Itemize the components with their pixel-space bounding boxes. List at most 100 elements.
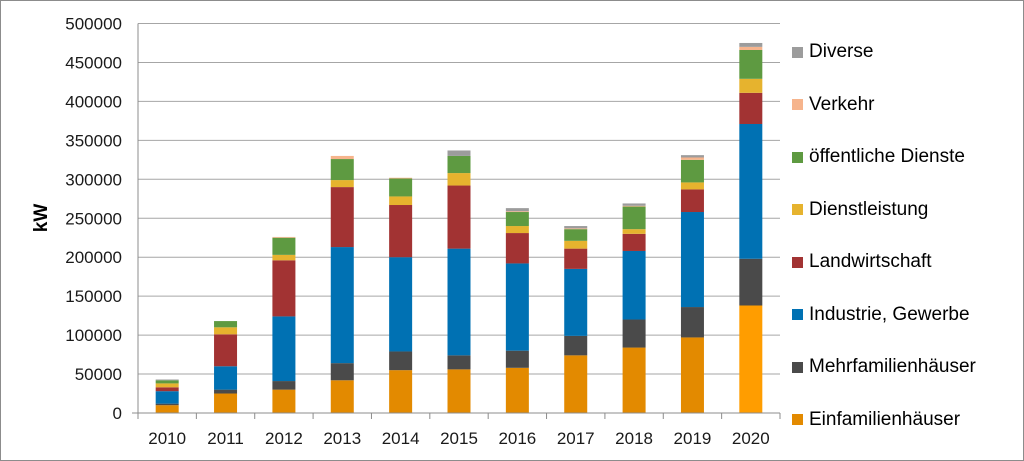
- bar-segment: [680, 159, 704, 183]
- legend-item: Diverse: [792, 26, 976, 79]
- legend-label: Industrie, Gewerbe: [809, 303, 970, 325]
- bar-segment: [447, 248, 471, 356]
- bar-segment: [505, 263, 529, 351]
- y-tick-label: 250000: [65, 209, 122, 228]
- bar-segment: [564, 240, 588, 249]
- bar-segment: [564, 229, 588, 241]
- bar-segment: [564, 226, 588, 229]
- bar-segment: [330, 187, 354, 248]
- bar-segment: [447, 155, 471, 174]
- legend-item: Industrie, Gewerbe: [792, 289, 976, 342]
- legend-label: Landwirtschaft: [809, 251, 932, 273]
- bar-segment: [272, 381, 296, 390]
- x-tick-label: 2016: [498, 429, 536, 448]
- y-tick-label: 450000: [65, 53, 122, 72]
- bar-segment: [214, 389, 238, 394]
- bar-segment: [505, 350, 529, 368]
- bar-segment: [739, 42, 763, 47]
- bar-segment: [214, 327, 238, 335]
- bar-segment: [680, 189, 704, 213]
- legend-swatch-icon: [792, 99, 803, 111]
- bar-segment: [272, 260, 296, 317]
- bar-segment: [622, 319, 646, 348]
- x-tick-label: 2018: [615, 429, 653, 448]
- legend-swatch-icon: [792, 204, 803, 216]
- bar-segment: [622, 233, 646, 251]
- bar-segment: [389, 257, 413, 352]
- x-tick-label: 2019: [674, 429, 712, 448]
- legend-swatch-icon: [792, 361, 803, 373]
- y-tick-label: 200000: [65, 248, 122, 267]
- bar-segment: [214, 334, 238, 367]
- bar-segment: [330, 247, 354, 364]
- bar-segment: [564, 268, 588, 336]
- bar-segment: [330, 159, 354, 181]
- y-tick-label: 300000: [65, 170, 122, 189]
- y-tick-label: 50000: [75, 365, 122, 384]
- bar-segment: [505, 208, 529, 212]
- bar-segment: [564, 355, 588, 413]
- bar-segment: [330, 180, 354, 188]
- legend-label: Mehrfamilienhäuser: [809, 356, 976, 378]
- x-tick-labels: 2010 2011 2012 2013 2014 2015 2016 2017 2018 2019…: [148, 429, 769, 448]
- bar-segment: [155, 405, 179, 413]
- bar-segment: [505, 212, 529, 227]
- bar-segment: [330, 380, 354, 413]
- bar-segment: [389, 177, 413, 179]
- bar-segment: [680, 337, 704, 413]
- legend-swatch-icon: [792, 256, 803, 268]
- legend-item: öffentliche Dienste: [792, 131, 976, 184]
- bar-segment: [389, 370, 413, 413]
- y-tick-label: 150000: [65, 287, 122, 306]
- y-tick-labels: 0 50000 100000 150000 200000 250000 300000 3500…: [65, 15, 122, 424]
- y-tick-label: 100000: [65, 326, 122, 345]
- bar-segment: [447, 355, 471, 370]
- bar-segment: [330, 363, 354, 381]
- bar-segment: [622, 250, 646, 320]
- bar-segment: [155, 387, 179, 392]
- bars: [155, 42, 763, 413]
- legend-label: Einfamilienhäuser: [809, 408, 961, 430]
- bar-segment: [564, 228, 588, 230]
- bar-segment: [680, 182, 704, 190]
- legend-item: Dienstleistung: [792, 184, 976, 237]
- bar-segment: [505, 367, 529, 413]
- bar-segment: [447, 173, 471, 186]
- x-tick-label: 2010: [148, 429, 186, 448]
- bar-segment: [680, 212, 704, 308]
- legend-label: Diverse: [809, 41, 874, 63]
- bar-segment: [739, 258, 763, 306]
- bar-segment: [564, 335, 588, 356]
- bar-segment: [739, 46, 763, 50]
- x-tick-label: 2017: [557, 429, 595, 448]
- bar-segment: [505, 226, 529, 234]
- y-tick-label: 500000: [65, 15, 122, 34]
- bar-segment: [155, 383, 179, 388]
- x-tick-label: 2013: [323, 429, 361, 448]
- bar-segment: [214, 393, 238, 413]
- bar-segment: [389, 196, 413, 206]
- y-tick-label: 0: [113, 404, 122, 423]
- bar-segment: [272, 237, 296, 255]
- bar-segment: [447, 150, 471, 156]
- bar-segment: [505, 233, 529, 264]
- x-tick-label: 2014: [382, 429, 420, 448]
- legend-swatch-icon: [792, 46, 803, 58]
- y-tick-label: 400000: [65, 92, 122, 111]
- x-tick-label: 2015: [440, 429, 478, 448]
- bar-segment: [622, 229, 646, 234]
- bar-segment: [272, 316, 296, 382]
- legend-item: Landwirtschaft: [792, 236, 976, 289]
- bar-segment: [622, 206, 646, 230]
- bar-segment: [622, 347, 646, 413]
- bar-segment: [272, 254, 296, 261]
- bar-segment: [447, 369, 471, 413]
- bar-segment: [739, 305, 763, 413]
- legend-label: Verkehr: [809, 93, 875, 115]
- y-tick-label: 350000: [65, 131, 122, 150]
- bar-segment: [155, 391, 179, 404]
- bar-segment: [680, 157, 704, 160]
- legend-label: öffentliche Dienste: [809, 146, 965, 168]
- bar-segment: [389, 351, 413, 371]
